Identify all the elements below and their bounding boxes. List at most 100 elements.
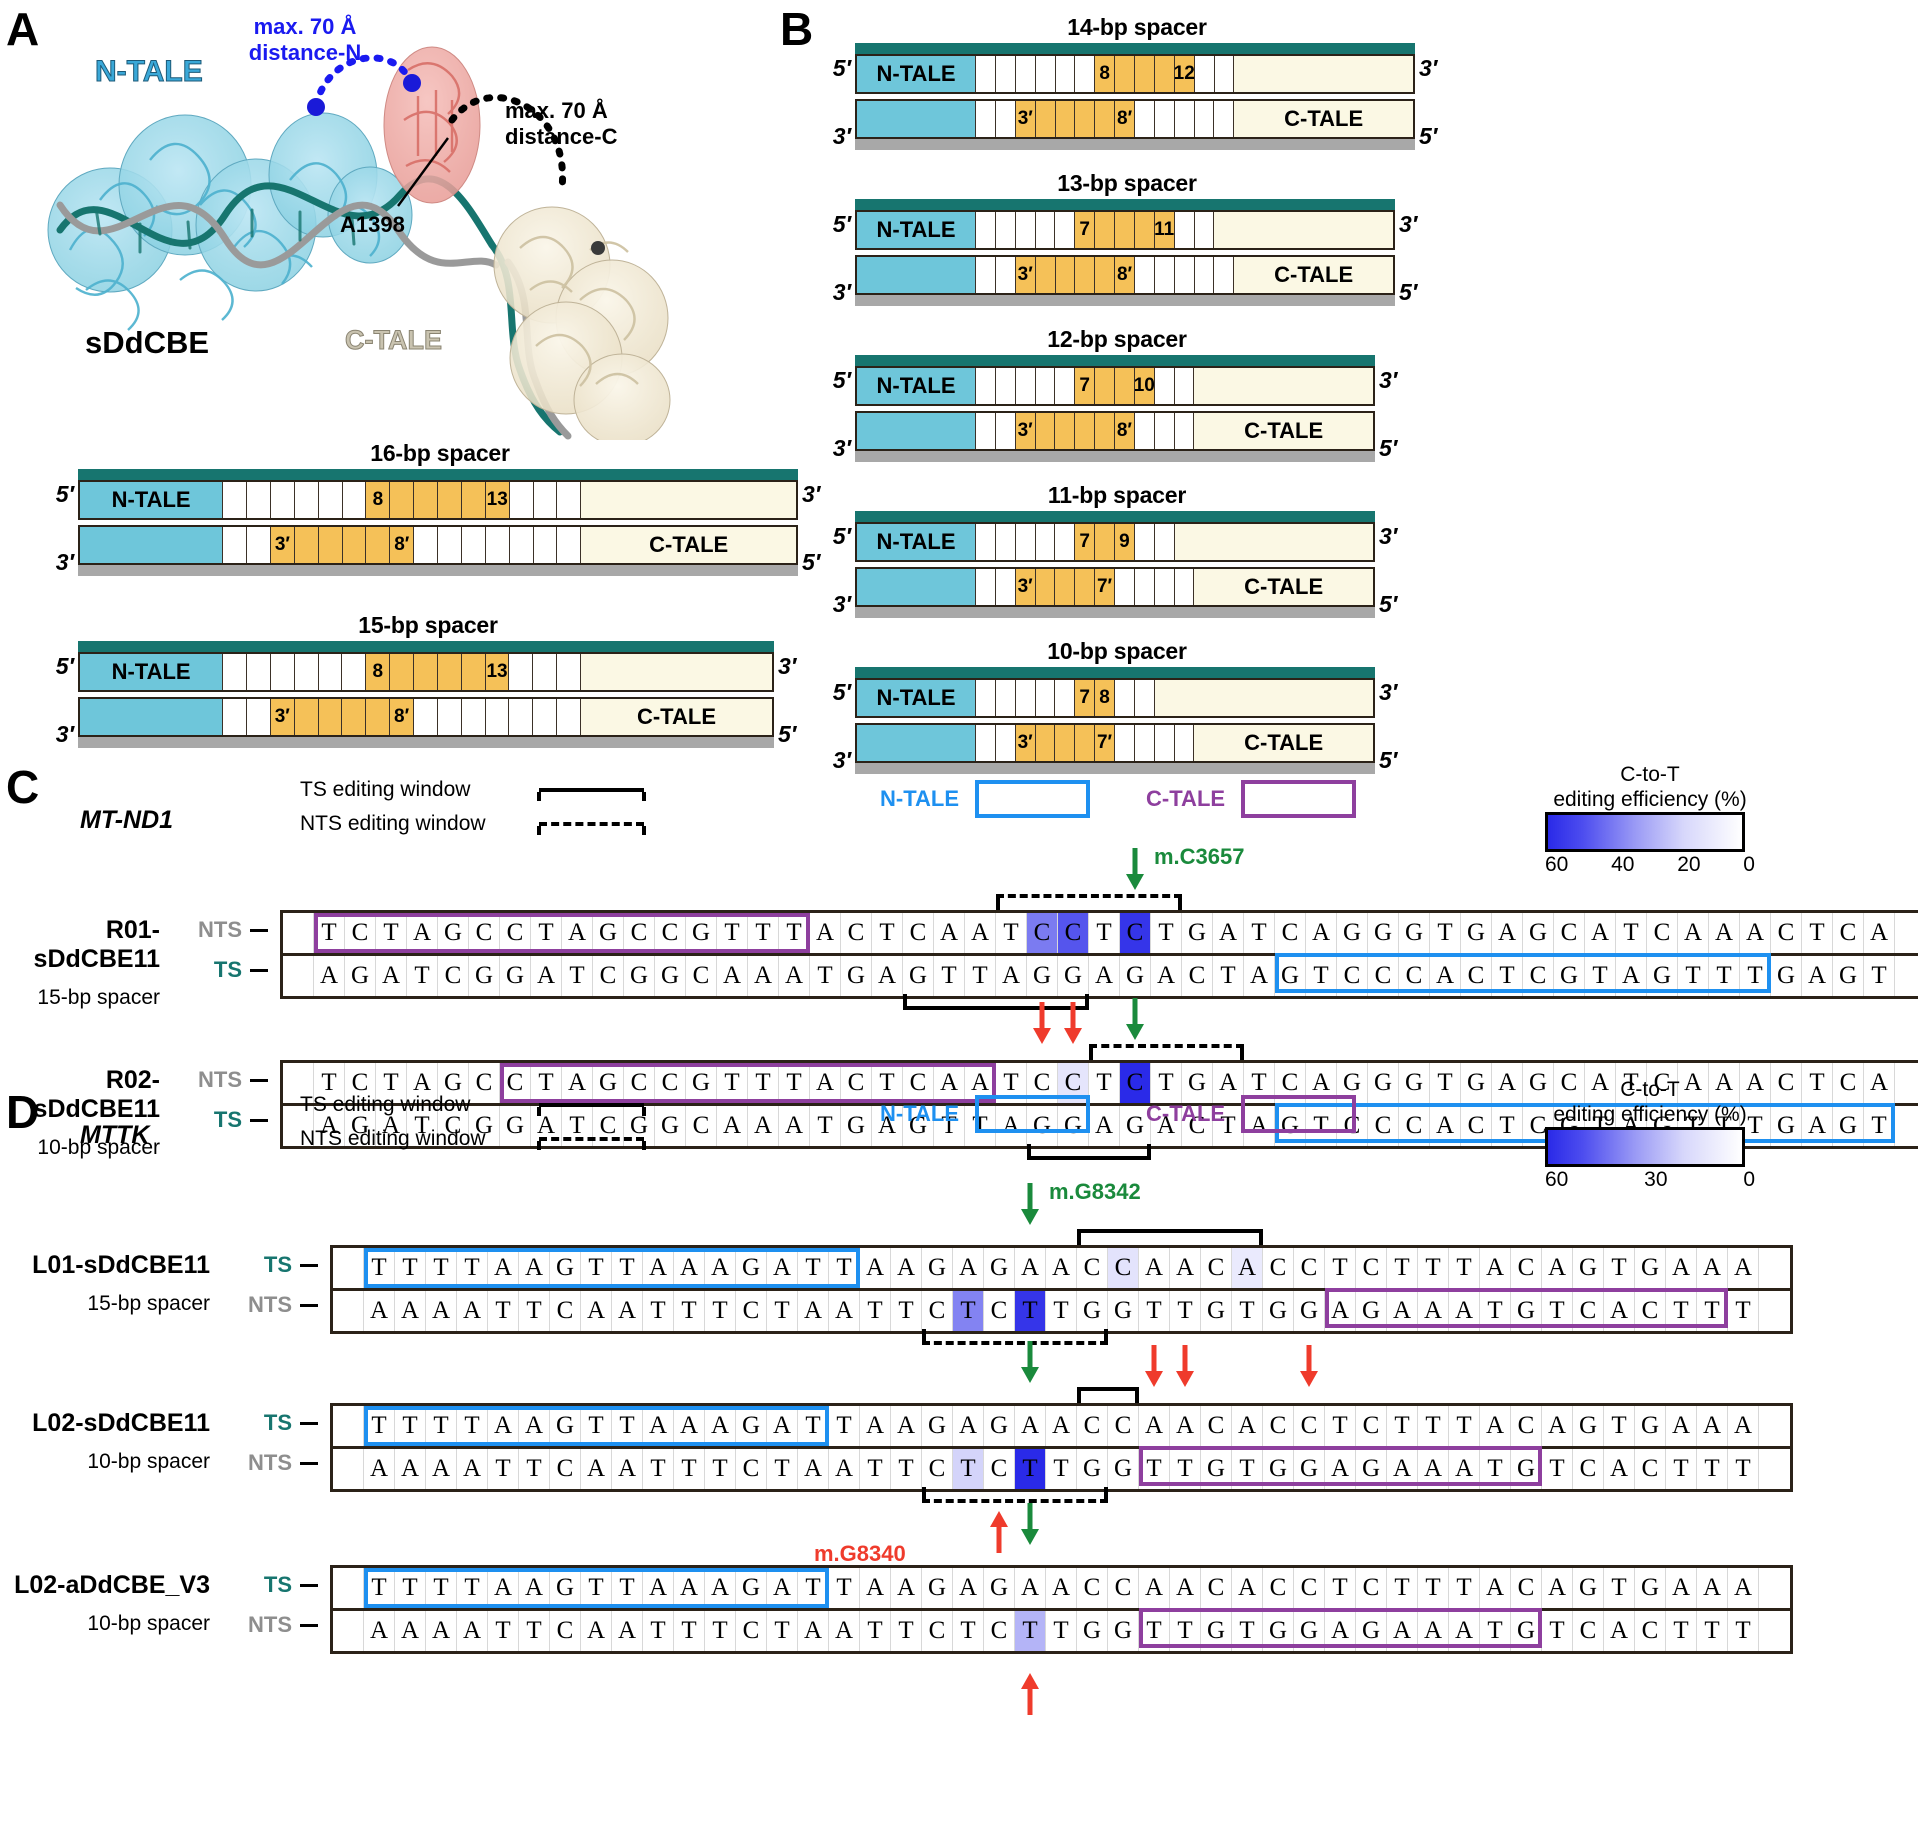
sequence-base-cell: C — [1635, 1291, 1666, 1331]
tale-block-label: N-TALE — [111, 659, 191, 684]
spacer-cell — [557, 527, 582, 563]
spacer-cell — [1135, 101, 1155, 137]
sequence-base-cell: G — [593, 1063, 624, 1103]
sequence-base-cell: T — [1151, 913, 1182, 953]
editing-window-cell: 8′ — [390, 699, 415, 735]
sequence-base-cell: T — [581, 1248, 612, 1288]
sequence-base-cell: G — [1511, 1611, 1542, 1651]
construct-name: L01-sDdCBE11 — [32, 1251, 210, 1279]
sequence-base-cell: T — [1666, 1611, 1697, 1651]
sequence-base-cell: T — [891, 1449, 922, 1489]
spacer-cell — [533, 654, 558, 690]
sequence-base-cell: A — [488, 1568, 519, 1608]
sequence-base-cell: A — [426, 1449, 457, 1489]
sequence-base-cell: T — [1170, 1611, 1201, 1651]
sequence-base-cell: T — [767, 1291, 798, 1331]
spacer-cell — [995, 413, 1016, 449]
sequence-base-cell: A — [1089, 1106, 1120, 1146]
spacer-cell — [976, 56, 996, 92]
top-strand-tag: NTS — [198, 917, 242, 942]
spacer-bottom-strand: 3′ 3′ 8′ C-TALE 5′ — [825, 411, 1449, 462]
sequence-base-cell: G — [1108, 1611, 1139, 1651]
spacer-cell — [1154, 725, 1175, 761]
tale-block-label: C-TALE — [649, 532, 729, 557]
sequence-base-cell: C — [550, 1291, 581, 1331]
color-scale: C-to-T editing efficiency (%) 60 40 20 0 — [1545, 762, 1755, 877]
spacer-bottom-strand-cells: 3′ 8′ C-TALE — [855, 99, 1415, 139]
sequence-base-cell: A — [1213, 913, 1244, 953]
sequence-base-cell: G — [550, 1406, 581, 1446]
sequence-base-cell: A — [1325, 1611, 1356, 1651]
sequence-base-cell: A — [1139, 1406, 1170, 1446]
sequence-base-cell: A — [531, 956, 562, 996]
sequence-base-cell: A — [314, 1106, 345, 1146]
spacer-cell — [533, 699, 558, 735]
top-strand-backbone — [855, 355, 1375, 366]
spacer-cell — [1154, 368, 1175, 404]
sequence-base-cell: A — [426, 1611, 457, 1651]
sequence-base-cell: A — [407, 913, 438, 953]
spacer-top-strand: 5′ N-TALE 7 10 3′ — [825, 355, 1449, 406]
sequence-base-cell: A — [1151, 1106, 1182, 1146]
top-strand-backbone — [855, 199, 1395, 210]
sequence-base-cell: G — [655, 956, 686, 996]
sequence-base-cell: C — [1461, 956, 1492, 996]
spacer-cell — [1154, 569, 1175, 605]
sequence-base-cell: C — [1399, 956, 1430, 996]
sequence-base-cell: T — [581, 1406, 612, 1446]
sequence-base-cell — [1895, 913, 1918, 953]
sequence-base-cell: A — [1802, 956, 1833, 996]
spacer-cell — [1134, 680, 1155, 716]
sequence-base-cell: C — [469, 913, 500, 953]
sequence-base-cell: A — [612, 1449, 643, 1489]
window-start-label: 3′ — [274, 706, 290, 727]
sequence-base-cell: A — [612, 1611, 643, 1651]
editing-window-cell: 8 — [366, 482, 391, 518]
spacer-cell — [342, 482, 367, 518]
strand-tag-dash — [250, 1078, 268, 1082]
ts-window-bracket-icon — [537, 788, 646, 801]
sequence-base-cell: T — [395, 1568, 426, 1608]
sequence-base-cell: T — [1802, 1063, 1833, 1103]
n-tale-block-bottom — [857, 569, 977, 605]
strand-tags: NTS TS — [172, 1060, 268, 1140]
spacer-cell — [1154, 101, 1175, 137]
sequence-base-cell: A — [1244, 956, 1275, 996]
sequence-base-cell: T — [860, 1611, 891, 1651]
sequence-base-cell: G — [1027, 956, 1058, 996]
n-tale-block: N-TALE — [857, 524, 977, 560]
sequence-base-cell: A — [1015, 1568, 1046, 1608]
top-strand-backbone — [855, 43, 1415, 54]
editing-window-cell — [1035, 569, 1056, 605]
five-prime-label-top: 5′ — [832, 523, 851, 549]
spacer-cell — [1154, 257, 1175, 293]
sequence-base-cell — [283, 1063, 314, 1103]
sequence-base-cell: C — [1368, 1106, 1399, 1146]
sequence-base-cell: G — [624, 1106, 655, 1146]
sequence-base-cell: T — [519, 1611, 550, 1651]
n-tale-block: N-TALE — [80, 482, 224, 518]
sequence-base-cell: A — [779, 956, 810, 996]
sequence-base-cell: A — [395, 1449, 426, 1489]
color-scale-tick: 40 — [1611, 853, 1635, 877]
spacer-cell — [976, 569, 996, 605]
sequence-base-cell: G — [922, 1406, 953, 1446]
nts-editing-window-bracket — [996, 894, 1182, 910]
sequence-base-cell: C — [438, 956, 469, 996]
sequence-base-cell: T — [1139, 1291, 1170, 1331]
sequence-base-cell: T — [1604, 1568, 1635, 1608]
spacer-cell — [1134, 569, 1155, 605]
sequence-base-cell: C — [1399, 1106, 1430, 1146]
editing-window-cell: 12 — [1174, 56, 1195, 92]
strand-tags: TS NTS — [222, 1565, 318, 1645]
legend-n-tale-label: N-TALE — [880, 786, 960, 811]
editing-window-cell — [1055, 413, 1076, 449]
sequence-base-cell: T — [531, 913, 562, 953]
tale-block-label: C-TALE — [636, 704, 716, 729]
spacer-cell — [1055, 56, 1076, 92]
sequence-base-cell: C — [1108, 1406, 1139, 1446]
c-tale-region-top — [1174, 524, 1373, 560]
sequence-base-cell: A — [829, 1291, 860, 1331]
